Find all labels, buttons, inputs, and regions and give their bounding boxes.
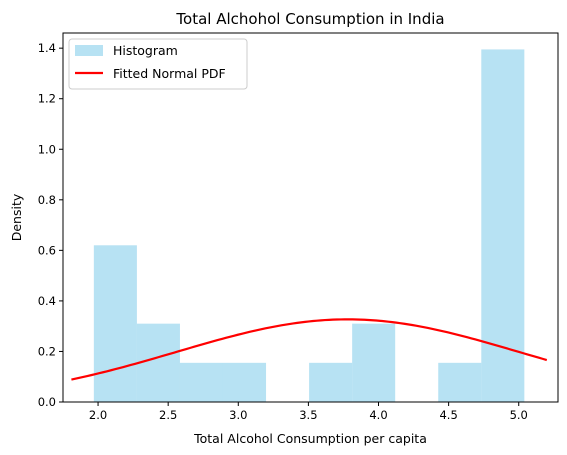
- legend-histogram-swatch: [75, 45, 103, 56]
- axes-frame: [62, 32, 559, 403]
- x-tick-label: 5.0: [510, 408, 528, 422]
- x-tick-label: 3.5: [299, 408, 317, 422]
- histogram-bar: [93, 245, 137, 402]
- histogram-bar: [481, 49, 525, 403]
- histogram-bar: [136, 323, 180, 402]
- y-tick-label: 0.4: [38, 294, 56, 308]
- x-tick-label: 4.0: [369, 408, 387, 422]
- y-tick-label: 0.8: [38, 193, 56, 207]
- chart-title: Total Alchohol Consumption in India: [175, 10, 444, 28]
- y-axis-ticks: 0.0 0.2 0.4 0.6 0.8 1.0 1.2 1.4: [38, 41, 63, 409]
- x-tick-label: 3.0: [229, 408, 247, 422]
- histogram-bar: [309, 362, 353, 402]
- x-tick-label: 2.0: [89, 408, 107, 422]
- y-axis-label: Density: [9, 193, 24, 241]
- legend: Histogram Fitted Normal PDF: [68, 38, 248, 90]
- x-axis-label: Total Alcohol Consumption per capita: [193, 431, 427, 446]
- legend-box: [68, 38, 248, 90]
- y-tick-label: 1.0: [38, 142, 56, 156]
- histogram-bar: [179, 362, 223, 402]
- histogram-bar: [222, 362, 267, 402]
- histogram-bar: [352, 323, 396, 402]
- legend-pdf-label: Fitted Normal PDF: [113, 66, 226, 81]
- y-tick-label: 0.2: [38, 344, 56, 358]
- y-tick-label: 0.0: [38, 395, 56, 409]
- legend-histogram-label: Histogram: [113, 43, 178, 58]
- x-axis-ticks: 2.0 2.5 3.0 3.5 4.0 4.5 5.0: [89, 402, 528, 422]
- y-tick-label: 1.2: [38, 92, 56, 106]
- y-tick-label: 1.4: [38, 41, 56, 55]
- fitted-normal-pdf-line: [71, 318, 548, 381]
- x-tick-label: 4.5: [439, 408, 457, 422]
- y-tick-label: 0.6: [38, 243, 56, 257]
- x-tick-label: 2.5: [159, 408, 177, 422]
- histogram-bars: [93, 49, 525, 403]
- histogram-bar: [438, 362, 482, 402]
